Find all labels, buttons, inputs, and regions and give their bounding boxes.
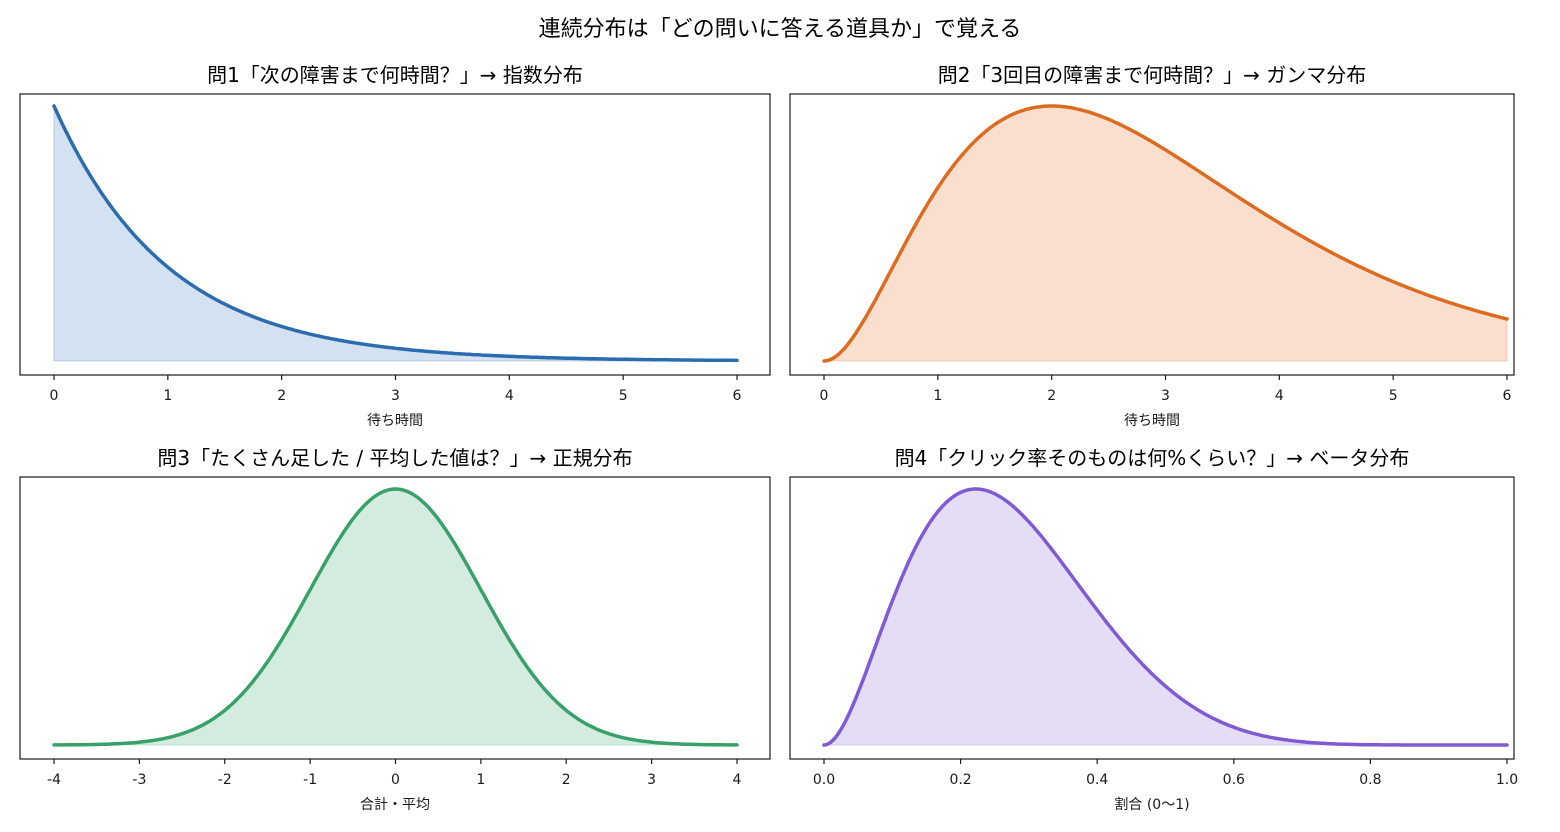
panel-gamma: 問2「3回目の障害まで何時間？」→ ガンマ分布 0 1 2 3 4 5 6 待ち時間 [789, 63, 1515, 429]
density-fill-gamma [823, 105, 1508, 362]
density-line-beta [822, 487, 1509, 747]
x-axis-label-normal: 合計・平均 [360, 797, 430, 813]
density-fill-normal [53, 488, 738, 746]
x-axis-label-beta: 割合 (0〜1) [1114, 796, 1189, 813]
x-tick-label: -1 [303, 772, 317, 788]
x-tick-label: 0.8 [1359, 772, 1381, 788]
x-tick-label: 2 [1047, 388, 1056, 404]
x-tick-label: 5 [1389, 388, 1398, 404]
x-tick-label: 1 [933, 388, 942, 404]
figure-title: 連続分布は「どの問いに答える道具か」で覚える [539, 17, 1022, 42]
x-tick-label: 6 [733, 388, 742, 404]
x-tick-label: 0.4 [1086, 772, 1108, 788]
x-tick-label: 3 [1161, 388, 1170, 404]
panel-beta: 問4「クリック率そのものは何%くらい？」→ ベータ分布 0.0 0.2 0.4 0.6 0… [789, 446, 1518, 813]
x-tick-label: -4 [47, 772, 61, 788]
density-fill-exponential [53, 105, 738, 362]
panel-exponential: 問1「次の障害まで何時間？」→ 指数分布 0 1 2 3 4 5 6 待ち時間 [19, 63, 771, 429]
x-tick-label: 0 [391, 772, 400, 788]
x-tick-label: 0.2 [949, 772, 971, 788]
x-tick-label: 5 [619, 388, 628, 404]
x-tick-label: 1.0 [1496, 772, 1518, 788]
x-tick-label: 0 [50, 388, 59, 404]
x-tick-label: 1 [163, 388, 172, 404]
x-axis-label-gamma: 待ち時間 [1124, 413, 1180, 429]
axes-frame-beta [789, 476, 1515, 760]
x-tick-label: 2 [277, 388, 286, 404]
axes-frame-gamma [789, 93, 1515, 376]
x-tick-label: 1 [476, 772, 485, 788]
density-line-exponential [52, 104, 739, 363]
x-tick-label: 4 [733, 772, 742, 788]
x-tick-label: 4 [505, 388, 514, 404]
x-tick-label: 6 [1503, 388, 1512, 404]
panel-normal: 問3「たくさん足した / 平均した値は？」→ 正規分布 -4 -3 -2 -1 0 1 2 3 4… [19, 446, 771, 813]
x-tick-label: 3 [647, 772, 656, 788]
x-tick-label: 2 [562, 772, 571, 788]
x-tick-label: -3 [132, 772, 146, 788]
panel-title-exponential: 問1「次の障害まで何時間？」→ 指数分布 [207, 63, 583, 87]
density-line-gamma [822, 104, 1509, 363]
density-line-normal [52, 487, 739, 747]
x-tick-label: 0 [820, 388, 829, 404]
panel-title-beta: 問4「クリック率そのものは何%くらい？」→ ベータ分布 [895, 446, 1410, 470]
x-tick-label: 4 [1275, 388, 1284, 404]
panel-title-gamma: 問2「3回目の障害まで何時間？」→ ガンマ分布 [938, 63, 1367, 87]
panel-title-normal: 問3「たくさん足した / 平均した値は？」→ 正規分布 [157, 446, 632, 470]
x-tick-label: 3 [391, 388, 400, 404]
x-axis-label-exponential: 待ち時間 [367, 413, 423, 429]
x-tick-label: 0.0 [813, 772, 835, 788]
x-tick-label: -2 [218, 772, 232, 788]
x-tick-label: 0.6 [1223, 772, 1245, 788]
